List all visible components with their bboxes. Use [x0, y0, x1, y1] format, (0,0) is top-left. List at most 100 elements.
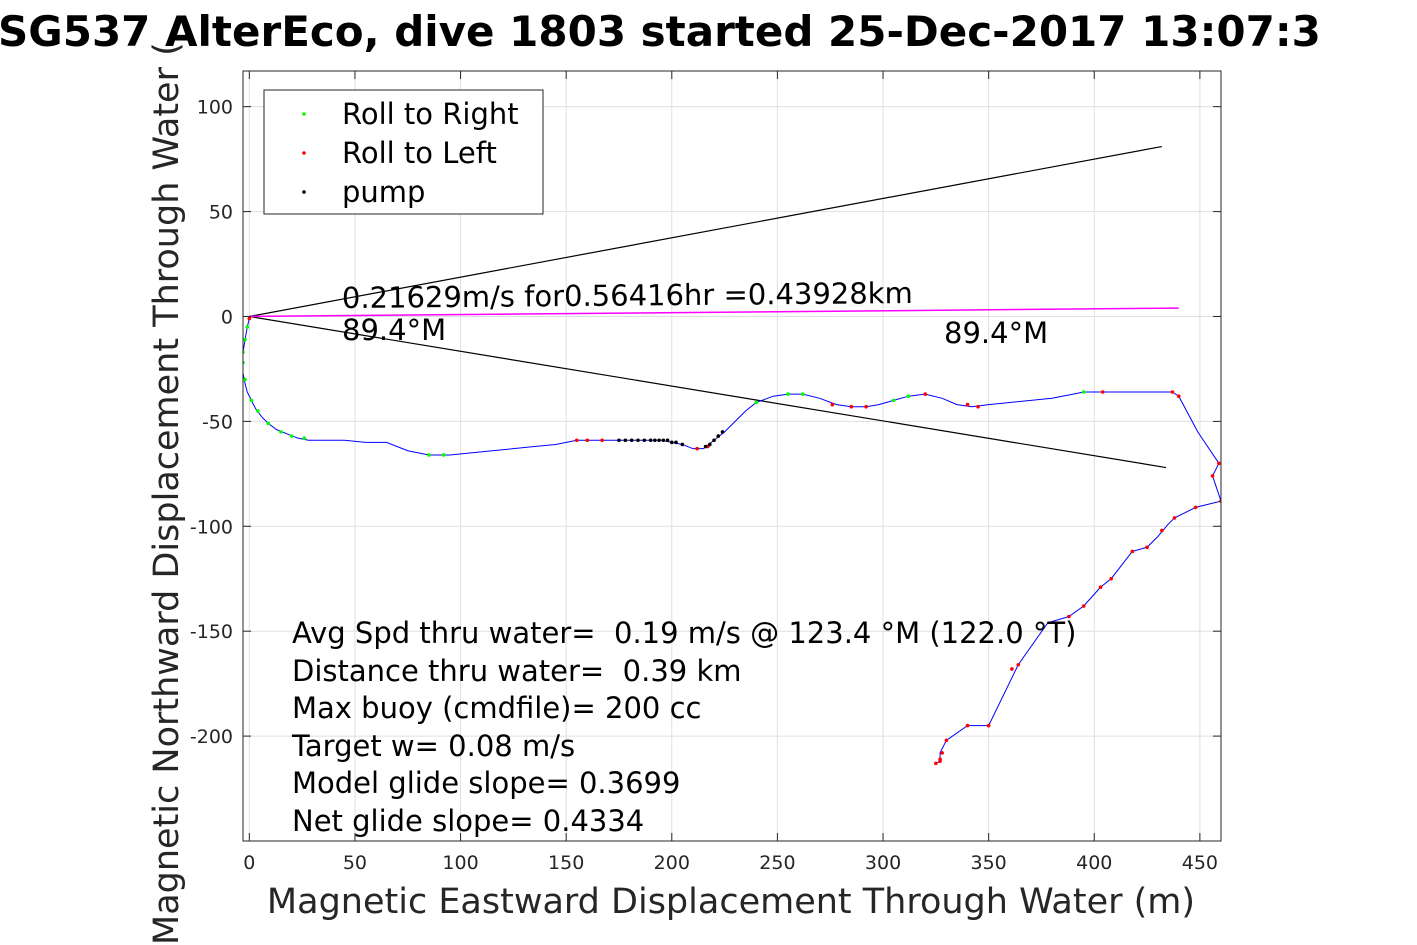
roll-left-point: [986, 723, 991, 728]
roll-left-point: [1172, 516, 1177, 520]
roll-right-point: [243, 337, 247, 342]
roll-left-point: [1170, 390, 1175, 394]
legend-label-roll-left: Roll to Left: [342, 136, 497, 170]
roll-left-point: [934, 761, 938, 766]
roll-left-point: [938, 759, 942, 764]
current-annotation: 0.21629m/s for0.56416hr =0.43928km: [342, 276, 913, 315]
pump-point: [708, 442, 712, 447]
legend-box: [263, 89, 544, 215]
x-tick-label: 450: [1182, 852, 1218, 874]
y-tick-label: -50: [202, 411, 233, 433]
roll-right-point: [302, 436, 307, 440]
y-tick-label: 50: [209, 202, 233, 224]
pump-point: [665, 438, 670, 443]
roll-left-point: [965, 723, 970, 728]
pump-point: [661, 438, 666, 443]
roll-left-point: [830, 402, 835, 407]
roll-left-point: [1100, 390, 1105, 394]
roll-left-point: [940, 751, 944, 755]
roll-left-point: [923, 392, 928, 396]
pump-point: [716, 434, 721, 438]
pump-point: [703, 444, 708, 449]
stat-model-glide-slope: Model glide slope= 0.3699: [292, 766, 680, 800]
pump-point: [642, 438, 647, 443]
roll-left-point: [1176, 394, 1181, 399]
roll-left-point: [1010, 667, 1014, 671]
pump-point: [629, 438, 634, 443]
pump-point: [680, 442, 685, 447]
dive-statistics: Avg Spd thru water= 0.19 m/s @ 123.4 °M …: [291, 616, 1076, 838]
legend-label-pump: pump: [342, 175, 425, 209]
roll-left-point: [864, 404, 868, 409]
roll-right-point: [800, 392, 805, 396]
heading-label-end: 89.4°M: [944, 316, 1048, 350]
x-tick-label: 100: [442, 852, 478, 874]
roll-left-point: [1130, 549, 1135, 554]
roll-left-point: [585, 438, 590, 443]
roll-left-point: [965, 402, 970, 407]
pump-point: [653, 438, 657, 443]
y-axis-label: Magnetic Northward Displacement Through …: [147, 42, 187, 945]
roll-right-point: [245, 325, 250, 329]
roll-right-point: [891, 398, 896, 403]
roll-right-point: [427, 453, 431, 457]
x-tick-label: 0: [243, 852, 255, 874]
x-tick-label: 250: [759, 852, 795, 874]
roll-left-point: [1145, 545, 1149, 550]
pump-point: [669, 440, 674, 445]
roll-left-point: [1016, 662, 1021, 667]
legend-marker-roll-left: [302, 151, 306, 155]
roll-left-point: [849, 404, 854, 409]
roll-right-point: [279, 430, 283, 434]
roll-left-point: [695, 446, 699, 451]
roll-right-point: [786, 392, 790, 396]
roll-left-points: [247, 316, 1221, 766]
x-axis-label: Magnetic Eastward Displacement Through W…: [267, 882, 1195, 922]
roll-left-point: [1217, 461, 1221, 466]
roll-left-point: [1210, 474, 1215, 478]
roll-left-point: [1109, 576, 1113, 581]
roll-right-point: [754, 400, 759, 405]
roll-right-point: [1081, 390, 1086, 394]
roll-left-point: [1067, 614, 1071, 619]
depth-average-current-line: [249, 307, 1179, 318]
heading-label-start: 89.4°M: [342, 313, 446, 347]
x-tick-label: 350: [971, 852, 1007, 874]
axis-ticks: 0 50 100 150 200 250 300 350 400 450 100 50 0 -50 -100…: [190, 71, 1221, 874]
roll-left-point: [1193, 505, 1198, 510]
roll-left-point: [574, 438, 579, 443]
x-tick-label: 400: [1076, 852, 1112, 874]
x-tick-label: 200: [654, 852, 690, 874]
roll-left-point: [1160, 528, 1164, 533]
roll-right-point: [249, 398, 254, 403]
roll-right-point: [289, 434, 294, 438]
pump-point: [674, 440, 678, 445]
heading-cone-line: [249, 145, 1162, 318]
roll-left-point: [976, 404, 980, 409]
pump-point: [636, 438, 640, 443]
x-tick-label: 150: [548, 852, 584, 874]
legend-label-roll-right: Roll to Right: [342, 97, 519, 131]
pump-point: [617, 438, 621, 443]
roll-left-point: [600, 438, 604, 443]
heading-cone: [249, 145, 1167, 469]
roll-left-point: [247, 316, 252, 321]
pump-point: [623, 438, 628, 443]
y-tick-label: -150: [190, 621, 233, 643]
stat-target-w: Target w= 0.08 m/s: [291, 729, 575, 763]
pump-point: [648, 438, 653, 443]
pump-point: [712, 438, 716, 443]
axes-frame: [242, 70, 1222, 842]
roll-left-point: [1098, 585, 1103, 589]
y-tick-label: 0: [221, 306, 233, 328]
roll-right-point: [255, 409, 260, 413]
pump-point: [657, 438, 661, 443]
pump-points: [617, 430, 725, 449]
x-tick-label: 50: [343, 852, 367, 874]
roll-right-point: [906, 394, 911, 399]
legend-marker-pump: [302, 190, 306, 194]
y-tick-label: -200: [190, 726, 233, 748]
chart-title: SG537 AlterEco, dive 1803 started 25-Dec…: [0, 7, 1321, 56]
legend-marker-roll-right: [302, 112, 306, 116]
